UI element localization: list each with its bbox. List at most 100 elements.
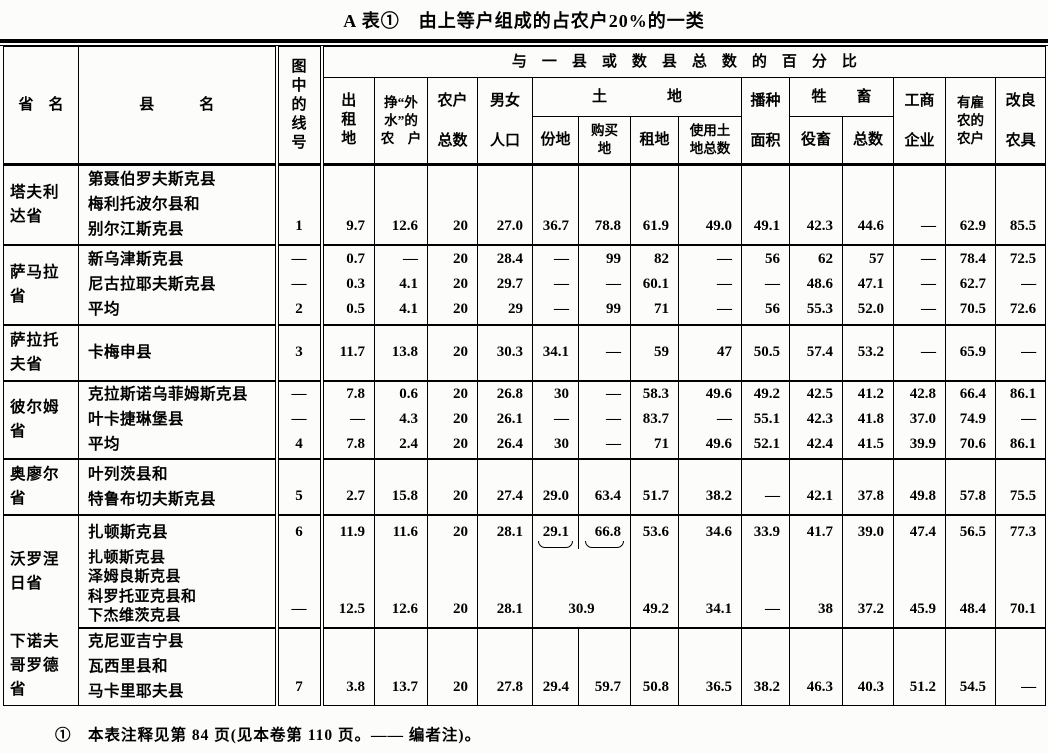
cell: 13.7 [374,626,428,706]
cell: 37.8 [842,457,894,515]
col-header-hired-labor-households: 有雇 农的 农户 [945,77,996,166]
cell: 28.1 [477,548,533,628]
cell: 42.5 42.3 42.4 [789,379,843,459]
county-cell: 克拉斯诺乌菲姆斯克县 叶卡捷琳堡县 平均 [78,379,277,459]
cell: 28.1 [477,513,533,549]
table-row: 彼尔姆 省 克拉斯诺乌菲姆斯克县 叶卡捷琳堡县 平均 — — 4 7.8 — 7… [3,379,1047,459]
col-header-draft-animals: 役畜 [789,116,843,166]
cell: — [994,626,1047,706]
cell: 99 — 99 [578,243,631,325]
cell: 70.1 [994,548,1047,628]
table-row: 萨马拉 省 新乌津斯克县 尼古拉耶夫斯克县 平均 — — 2 0.7 0.3 0… [3,243,1047,325]
page-title: A 表① 由上等户组成的占农户20%的一类 [343,11,705,31]
cell: 27.8 [477,626,533,706]
col-header-total-land-used: 使用土 地总数 [678,116,742,166]
line-number-cell: 6 [274,513,324,549]
cell: 34.6 [678,513,742,549]
cell: 62.9 [945,164,996,245]
province-cell: 彼尔姆 省 [3,379,79,459]
table-row: 奥廖尔 省 叶列茨县和 特鲁布切夫斯克县 5 2.7 15.8 20 27.4 … [3,457,1047,515]
cell: 58.3 83.7 71 [630,379,679,459]
cell: 28.4 29.7 29 [477,243,533,325]
line-number-cell: — — 2 [274,243,324,325]
cell: 49.2 [630,548,679,628]
cell: — — — [893,243,946,325]
header-row-groups: 出 租 地 挣“外 水”的 农 户 农户 总数 男女 人口 土 地 播种 面积 … [4,77,1047,166]
cell: 37.2 [842,548,894,628]
cell: 49.8 [893,457,946,515]
cell: 78.8 [578,164,631,245]
cell: 42.8 37.0 39.9 [893,379,946,459]
cell: 57 47.1 52.0 [842,243,894,325]
county-cell: 叶列茨县和 特鲁布切夫斯克县 [78,457,277,515]
cell: 42.3 [789,164,843,245]
cell: 59.7 [578,626,631,706]
cell: 38.2 [678,457,742,515]
cell: 34.1 [678,548,742,628]
province-cell: 沃罗涅 日省 [3,513,79,628]
cell: 30 — 30 [532,379,579,459]
county-cell: 第聂伯罗夫斯克县 梅利托波尔县和 别尔江斯克县 [78,164,277,245]
cell: 30.3 [477,323,533,381]
cell: 51.7 [630,457,679,515]
cell: 86.1 — 86.1 [994,379,1047,459]
cell: 2.7 [321,457,375,515]
col-header-percentage-span: 与 一 县 或 数 县 总 数 的 百 分 比 [320,46,1047,78]
cell: 78.4 62.7 70.5 [945,243,996,325]
cell: — [893,323,946,381]
col-header-rented-land: 租地 [630,116,679,166]
county-cell: 卡梅申县 [78,323,277,381]
cell-merged-land-share-purchased: 30.9 [532,548,631,628]
cell: 47.4 [893,513,946,549]
cell: 3.8 [321,626,375,706]
line-number-cell: 1 [274,164,324,245]
cell: 20 [427,626,478,706]
cell: 11.7 [321,323,375,381]
cell: 36.7 [532,164,579,245]
cell: 11.6 [374,513,428,549]
col-header-line-number: 图 中 的 线 号 [274,46,324,166]
col-header-population: 男女 人口 [477,77,533,166]
cell: 62 48.6 55.3 [789,243,843,325]
cell: 45.9 [893,548,946,628]
province-cell: 萨马拉 省 [3,243,79,325]
cell: 12.6 [374,164,428,245]
line-number-cell: 5 [274,457,324,515]
cell: 53.2 [842,323,894,381]
line-number-cell: 3 [274,323,324,381]
cell: 27.4 [477,457,533,515]
cell: 20 [427,513,478,549]
line-number-cell: — [274,548,324,628]
county-cell: 扎顿斯克县 泽姆良斯克县 科罗托亚克县和 下杰维茨克县 [78,548,277,628]
cell: 11.9 [321,513,375,549]
cell: 85.5 [994,164,1047,245]
cell: 72.5 — 72.6 [994,243,1047,325]
col-header-side-income-households: 挣“外 水”的 农 户 [374,77,428,166]
province-cell: 萨拉托 夫省 [3,323,79,381]
col-header-rented-out-land: 出 租 地 [321,77,375,166]
cell: 65.9 [945,323,996,381]
cell: 51.2 [893,626,946,706]
cell: 53.6 [630,513,679,549]
col-group-land: 土 地 [532,77,742,117]
table-row: 下诺夫 哥罗德 省 克尼亚吉宁县 瓦西里县和 马卡里耶夫县 7 3.8 13.7… [3,626,1047,706]
cell: 27.0 [477,164,533,245]
cell: — — — [532,243,579,325]
table-row: 沃罗涅 日省 扎顿斯克县 6 11.9 11.6 20 28.1 29.1 66… [3,513,1047,628]
cell: 57.8 [945,457,996,515]
cell: — [741,457,790,515]
cell: 42.1 [789,457,843,515]
col-header-province: 省 名 [3,46,79,166]
cell: 7.8 — 7.8 [321,379,375,459]
cell: 61.9 [630,164,679,245]
cell: 20 [427,323,478,381]
cell: 40.3 [842,626,894,706]
cell: 20 [427,548,478,628]
cell: 9.7 [321,164,375,245]
cell: — [893,164,946,245]
county-cell: 克尼亚吉宁县 瓦西里县和 马卡里耶夫县 [78,626,277,706]
col-header-county: 县 名 [78,46,277,166]
cell: 12.5 [321,548,375,628]
cell: 57.4 [789,323,843,381]
